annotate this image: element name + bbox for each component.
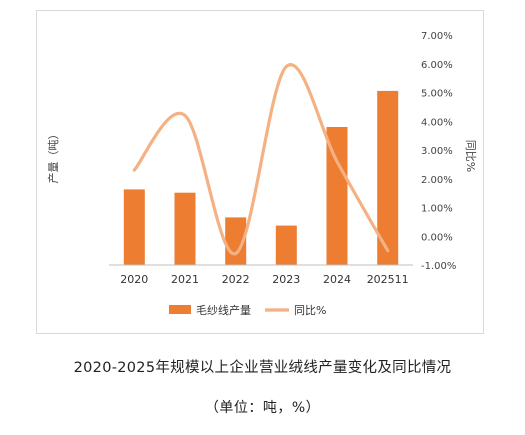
figure-caption-unit: （单位：吨，%） bbox=[204, 400, 321, 416]
x-tick-label: 2021 bbox=[171, 273, 199, 286]
right-tick-label: 0.00% bbox=[421, 232, 453, 243]
right-tick-label: 1.00% bbox=[421, 204, 453, 215]
right-tick-label: -1.00% bbox=[421, 261, 456, 272]
chart-frame: 2020 2021 2022 2023 2024 202511 7.00% 6.00% 5.0… bbox=[36, 10, 484, 334]
right-tick-label: 3.00% bbox=[421, 146, 453, 157]
legend: 毛纱线产量 同比% bbox=[169, 303, 326, 317]
x-tick-label: 2024 bbox=[323, 273, 351, 286]
right-tick-label: 6.00% bbox=[421, 60, 453, 71]
bar-series bbox=[123, 90, 399, 266]
x-tick-label: 202511 bbox=[367, 273, 409, 286]
legend-line-label: 同比% bbox=[294, 304, 326, 317]
right-tick-label: 5.00% bbox=[421, 89, 453, 100]
right-axis-label: 同比% bbox=[464, 140, 477, 172]
bar-2021 bbox=[174, 192, 196, 265]
legend-bar-swatch bbox=[169, 305, 191, 314]
bar-2024 bbox=[326, 127, 348, 265]
x-tick-label: 2020 bbox=[120, 273, 148, 286]
right-tick-label: 4.00% bbox=[421, 117, 453, 128]
x-tick-label: 2023 bbox=[272, 273, 300, 286]
figure-caption-title: 2020-2025年规模以上企业营业绒线产量变化及同比情况 bbox=[73, 360, 452, 376]
left-axis-label: 产量（吨） bbox=[46, 129, 60, 184]
x-tick-labels: 2020 2021 2022 2023 2024 202511 bbox=[120, 273, 408, 286]
bar-2023 bbox=[275, 225, 297, 265]
bar-202511 bbox=[377, 90, 399, 266]
bar-2020 bbox=[123, 189, 145, 265]
right-tick-label: 2.00% bbox=[421, 175, 453, 186]
right-tick-label: 7.00% bbox=[421, 31, 453, 42]
combo-chart: 2020 2021 2022 2023 2024 202511 7.00% 6.00% 5.0… bbox=[46, 31, 477, 317]
x-tick-label: 2022 bbox=[222, 273, 250, 286]
legend-bar-label: 毛纱线产量 bbox=[196, 303, 251, 317]
yoy-line bbox=[132, 63, 390, 256]
right-tick-labels: 7.00% 6.00% 5.00% 4.00% 3.00% 2.00% 1.00% 0.00%… bbox=[421, 31, 456, 272]
